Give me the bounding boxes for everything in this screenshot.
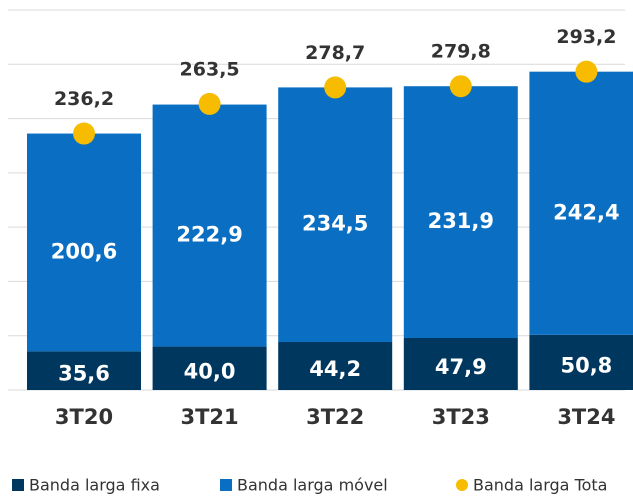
total-dot [324,76,347,99]
total-label: 293,2 [556,26,616,48]
bar-segment [152,346,267,390]
bar-segment [403,86,518,338]
total-dot [73,122,95,145]
value-label: 231,9 [428,209,494,233]
x-tick-label: 3T21 [181,405,239,429]
total-dot [575,60,598,83]
value-label: 50,8 [560,353,612,377]
bar-segment [27,133,141,352]
value-label: 200,6 [51,239,117,263]
bar-segment [278,342,393,390]
x-tick-label: 3T23 [432,405,490,429]
x-tick-label: 3T20 [55,405,113,429]
value-label: 44,2 [309,357,361,381]
x-tick-label: 3T22 [306,405,364,429]
legend-label: Banda larga fixa [29,476,160,495]
legend-marker [456,479,468,491]
bar-segment [403,337,518,390]
bar-segment [27,351,141,390]
legend-label: Banda larga Tota [473,476,607,495]
bar-segment [152,104,267,347]
value-label: 242,4 [553,200,619,224]
bar-segment [529,334,633,390]
total-dot [449,75,472,98]
total-label: 279,8 [431,41,491,63]
value-label: 35,6 [58,362,110,386]
value-label: 234,5 [302,212,368,236]
total-dot [198,92,221,115]
value-label: 40,0 [184,359,236,383]
legend-marker [12,479,24,491]
legend-label: Banda larga móvel [237,476,388,495]
value-label: 222,9 [176,223,242,247]
bar-segment [529,71,633,335]
bar-segment [278,87,393,343]
total-label: 263,5 [180,58,240,80]
total-label: 236,2 [54,88,114,110]
x-tick-label: 3T24 [557,405,615,429]
value-label: 47,9 [435,355,487,379]
total-label: 278,7 [305,42,365,64]
legend-marker [220,479,232,491]
